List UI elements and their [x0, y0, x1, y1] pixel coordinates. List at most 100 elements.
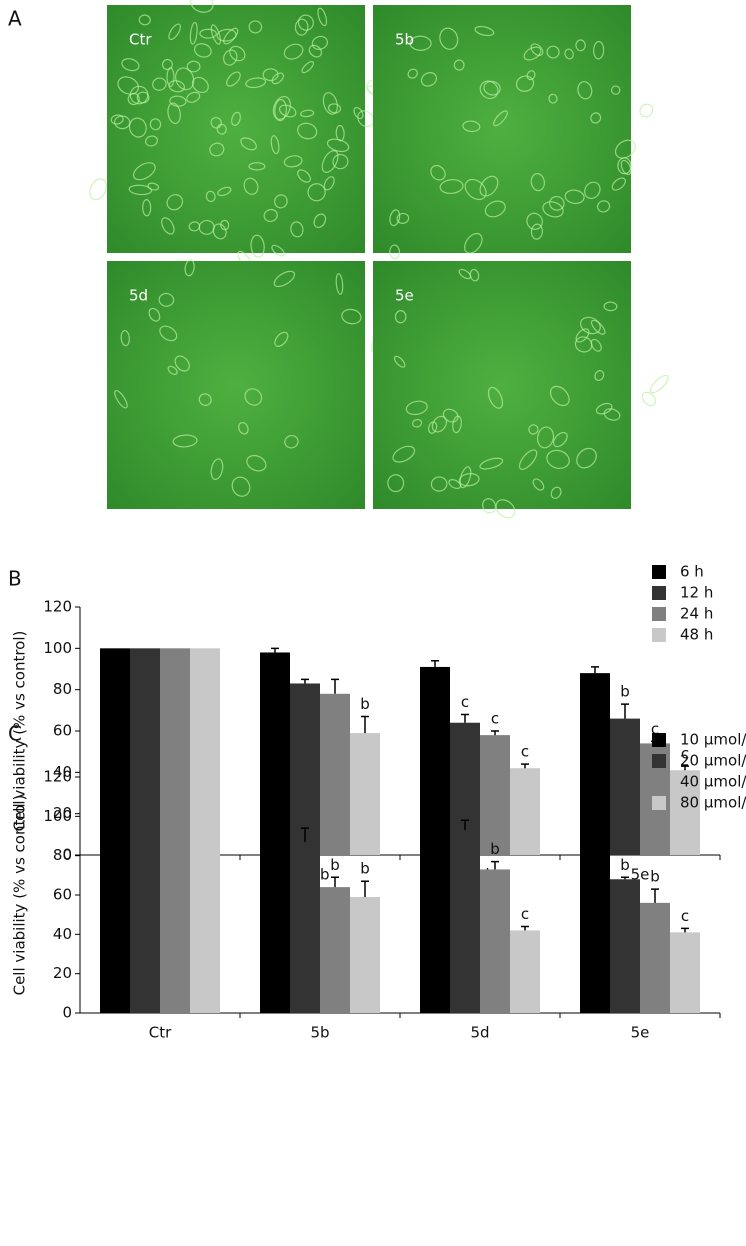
micrograph: [373, 5, 631, 253]
cell: [210, 116, 222, 129]
cell: [353, 106, 364, 120]
cell: [169, 95, 187, 107]
error-bar: [461, 713, 469, 723]
cell: [332, 153, 349, 170]
significance-label: c: [681, 745, 689, 763]
y-tick-label: 60: [53, 886, 72, 904]
cell: [308, 44, 323, 58]
y-tick-label: 100: [43, 639, 72, 657]
error-bar: [621, 703, 629, 719]
legend-label: 6 h: [680, 563, 704, 581]
cell: [409, 35, 432, 51]
cell: [128, 184, 153, 196]
cell: [172, 434, 198, 448]
bar: [260, 822, 290, 1013]
cell: [341, 308, 362, 325]
cell: [575, 39, 586, 52]
cell: [487, 386, 504, 409]
cell: [120, 329, 130, 347]
cell: [175, 67, 195, 91]
cell: [128, 117, 147, 138]
cell: [186, 91, 201, 103]
cell: [210, 24, 222, 45]
image-label: 5b: [395, 31, 414, 49]
cell: [300, 109, 315, 118]
cell: [327, 103, 342, 114]
cell: [603, 301, 618, 312]
bar: [640, 902, 670, 1013]
cell: [132, 162, 156, 181]
bar: [480, 869, 510, 1013]
micrograph: [107, 261, 365, 509]
significance-label: b: [620, 856, 630, 874]
cell: [168, 80, 185, 93]
cell: [161, 58, 173, 71]
bar: [350, 733, 380, 855]
bar: [510, 930, 540, 1013]
x-tick-label: 5d: [470, 1024, 489, 1042]
error-bar: [621, 876, 629, 880]
panel-label: B: [8, 567, 22, 591]
bar: [290, 683, 320, 855]
error-bar: [331, 678, 339, 694]
y-tick-label: 100: [43, 807, 72, 825]
cell: [231, 111, 241, 127]
cell: [396, 212, 410, 224]
cell: [114, 389, 128, 409]
cell: [326, 138, 350, 153]
cell: [464, 232, 483, 254]
cell: [442, 408, 459, 423]
cell: [159, 325, 178, 342]
legend-label: 10 μmol/L: [680, 731, 746, 749]
cell: [297, 14, 314, 31]
cell: [596, 200, 611, 213]
cell: [614, 139, 636, 159]
cell: [274, 194, 288, 209]
cell: [483, 80, 501, 96]
bar: [190, 816, 220, 1013]
significance-label: b: [330, 856, 340, 874]
bar: [610, 879, 640, 1013]
cell: [593, 40, 605, 60]
legend-swatch: [652, 775, 666, 789]
cell: [117, 76, 139, 95]
bar: [670, 932, 700, 1013]
cell: [161, 217, 175, 235]
legend-swatch: [652, 607, 666, 621]
significance-label: c: [651, 720, 659, 738]
cell: [322, 92, 338, 115]
error-bar: [331, 876, 339, 888]
error-bar: [301, 827, 309, 842]
cell: [186, 60, 201, 73]
cell: [270, 135, 280, 155]
cell: [430, 476, 448, 492]
cell: [311, 35, 329, 50]
cell: [216, 28, 237, 42]
cell: [198, 393, 212, 407]
cell: [193, 43, 212, 58]
y-tick-label: 20: [53, 964, 72, 982]
cell: [205, 190, 216, 203]
y-tick-label: 120: [43, 598, 72, 616]
error-bar: [521, 763, 529, 769]
cell: [231, 476, 251, 497]
cell: [217, 186, 232, 197]
significance-label: b: [650, 868, 660, 886]
cell: [138, 14, 151, 26]
cell: [243, 177, 259, 195]
cell: [431, 415, 448, 433]
y-axis-label: Cell viability (% vs control): [11, 631, 29, 832]
y-tick-label: 0: [62, 846, 72, 864]
y-tick-label: 60: [53, 722, 72, 740]
bar: [610, 718, 640, 855]
cell: [394, 310, 407, 324]
cell: [199, 28, 217, 39]
cell: [229, 45, 246, 62]
cell: [166, 194, 184, 211]
cell: [580, 316, 601, 335]
cell: [152, 77, 167, 91]
cell: [271, 244, 285, 257]
image-label: 5d: [129, 287, 148, 305]
bar: [350, 896, 380, 1013]
